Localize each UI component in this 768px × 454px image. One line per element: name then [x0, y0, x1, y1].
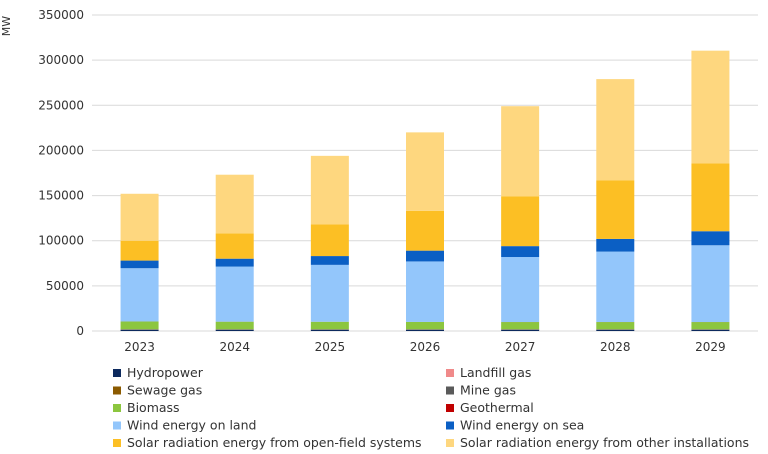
- bar-segment-wind-energy-on-sea: [215, 258, 254, 267]
- bar-segment-hydropower: [215, 329, 254, 331]
- legend-item: Solar radiation energy from other instal…: [446, 435, 749, 450]
- y-tick-label: 350000: [38, 8, 84, 22]
- bar-segment-wind-energy-on-sea: [691, 231, 730, 246]
- bar-segment-wind-energy-on-sea: [406, 250, 444, 262]
- y-tick-label: 200000: [38, 143, 84, 157]
- x-tick-label: 2023: [124, 340, 155, 354]
- bar-segment-biomass: [406, 321, 444, 330]
- y-tick-label: 250000: [38, 98, 84, 112]
- bar-segment-wind-energy-on-land: [310, 264, 349, 322]
- bar-segment-hydropower: [406, 329, 444, 331]
- legend-label: Landfill gas: [460, 365, 531, 380]
- bar-segment-solar-radiation-energy-from-other-installations: [215, 174, 254, 234]
- bar-segment-biomass: [215, 321, 254, 330]
- bar-segment-solar-radiation-energy-from-open-field-systems: [406, 210, 444, 251]
- bar-segment-wind-energy-on-sea: [310, 256, 349, 265]
- y-axis: 0 50000 100000 150000 200000 250000 300000 3500…: [38, 8, 84, 338]
- legend-swatch: [446, 404, 454, 412]
- bar-segment-wind-energy-on-land: [596, 251, 635, 323]
- bar-segment-biomass: [596, 322, 635, 330]
- bars: [120, 50, 730, 331]
- bar-segment-hydropower: [596, 329, 635, 331]
- legend-item: Solar radiation energy from open-field s…: [113, 435, 422, 450]
- legend-label: Solar radiation energy from open-field s…: [127, 435, 422, 450]
- legend-label: Solar radiation energy from other instal…: [460, 435, 749, 450]
- legend-label: Mine gas: [460, 383, 516, 398]
- legend-label: Wind energy on land: [127, 418, 256, 433]
- y-tick-label: 150000: [38, 189, 84, 203]
- bar-segment-solar-radiation-energy-from-open-field-systems: [691, 163, 730, 232]
- bar-segment-biomass: [691, 322, 730, 330]
- bar-segment-biomass: [501, 322, 540, 330]
- y-tick-label: 0: [76, 324, 84, 338]
- bar-segment-hydropower: [120, 329, 159, 331]
- bar-segment-wind-energy-on-land: [691, 245, 730, 323]
- legend-item: Wind energy on sea: [446, 418, 584, 433]
- bar-segment-biomass: [310, 321, 349, 330]
- bar-segment-solar-radiation-energy-from-other-installations: [501, 106, 540, 197]
- x-tick-label: 2025: [315, 340, 346, 354]
- legend-swatch: [446, 439, 454, 447]
- bar-segment-wind-energy-on-sea: [596, 238, 635, 252]
- bar-segment-solar-radiation-energy-from-other-installations: [406, 132, 444, 211]
- legend-item: Hydropower: [113, 365, 204, 380]
- bar-segment-solar-radiation-energy-from-open-field-systems: [596, 180, 635, 239]
- x-axis: 2023 2024 2025 2026 2027 2028 2029: [124, 340, 725, 354]
- legend-swatch: [113, 386, 121, 395]
- bar-segment-solar-radiation-energy-from-open-field-systems: [501, 196, 540, 247]
- bar-segment-solar-radiation-energy-from-open-field-systems: [120, 240, 159, 261]
- bar-segment-solar-radiation-energy-from-other-installations: [120, 193, 159, 241]
- legend-item: Sewage gas: [113, 383, 202, 398]
- bar-segment-hydropower: [691, 329, 730, 331]
- legend: Hydropower Landfill gas Sewage gas Mine gas…: [113, 365, 749, 450]
- legend-label: Biomass: [127, 400, 180, 415]
- legend-label: Sewage gas: [127, 383, 202, 398]
- legend-swatch: [446, 369, 454, 377]
- legend-swatch: [446, 421, 454, 430]
- bar-segment-wind-energy-on-land: [120, 268, 159, 322]
- bar-segment-wind-energy-on-land: [215, 266, 254, 322]
- legend-item: Biomass: [113, 400, 180, 415]
- legend-item: Landfill gas: [446, 365, 531, 380]
- bar-segment-wind-energy-on-sea: [120, 260, 159, 269]
- x-tick-label: 2028: [600, 340, 631, 354]
- x-tick-label: 2027: [505, 340, 536, 354]
- bar-segment-wind-energy-on-sea: [501, 246, 540, 258]
- bar-segment-wind-energy-on-land: [501, 257, 540, 323]
- legend-swatch: [113, 439, 121, 447]
- y-tick-label: 300000: [38, 53, 84, 67]
- legend-label: Hydropower: [127, 365, 204, 380]
- legend-swatch: [113, 404, 121, 412]
- bar-segment-hydropower: [310, 329, 349, 331]
- legend-swatch: [113, 369, 121, 377]
- legend-swatch: [446, 386, 454, 395]
- bar-segment-solar-radiation-energy-from-other-installations: [310, 155, 349, 225]
- legend-label: Geothermal: [460, 400, 534, 415]
- x-tick-label: 2026: [410, 340, 441, 354]
- legend-label: Wind energy on sea: [460, 418, 584, 433]
- bar-segment-wind-energy-on-land: [406, 261, 444, 322]
- legend-item: Mine gas: [446, 383, 516, 398]
- bar-segment-solar-radiation-energy-from-open-field-systems: [215, 233, 254, 259]
- legend-item: Wind energy on land: [113, 418, 256, 433]
- y-tick-label: 100000: [38, 234, 84, 248]
- legend-swatch: [113, 421, 121, 430]
- bar-segment-solar-radiation-energy-from-other-installations: [691, 50, 730, 164]
- x-tick-label: 2029: [695, 340, 726, 354]
- bar-segment-solar-radiation-energy-from-open-field-systems: [310, 224, 349, 257]
- legend-item: Geothermal: [446, 400, 534, 415]
- y-axis-label: MW: [0, 16, 13, 36]
- bar-segment-solar-radiation-energy-from-other-installations: [596, 79, 635, 181]
- bar-segment-biomass: [120, 321, 159, 330]
- y-tick-label: 50000: [46, 279, 84, 293]
- bar-segment-hydropower: [501, 329, 540, 331]
- x-tick-label: 2024: [219, 340, 250, 354]
